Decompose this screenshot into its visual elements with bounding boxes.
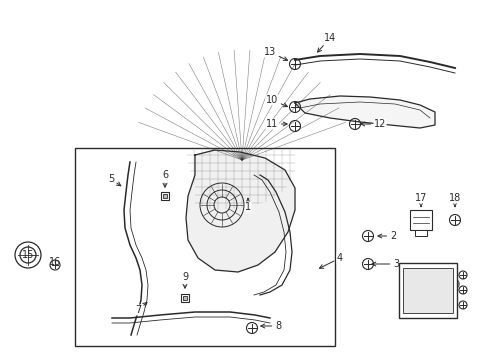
- Bar: [399, 262, 457, 318]
- Text: 14: 14: [318, 33, 336, 52]
- Bar: [183, 296, 187, 300]
- Bar: [410, 210, 432, 230]
- Text: 4: 4: [319, 253, 343, 268]
- Text: 15: 15: [22, 250, 34, 260]
- Text: 7: 7: [135, 302, 147, 315]
- Text: 16: 16: [49, 257, 61, 267]
- Bar: [163, 194, 167, 198]
- Text: 13: 13: [264, 47, 288, 60]
- Text: 5: 5: [108, 174, 121, 186]
- Text: 3: 3: [372, 259, 399, 269]
- Polygon shape: [295, 96, 435, 128]
- Text: 2: 2: [378, 231, 396, 241]
- Text: 19: 19: [434, 280, 461, 290]
- Bar: [415, 230, 427, 236]
- Text: 18: 18: [449, 193, 461, 207]
- Bar: [75, 148, 335, 346]
- Bar: [161, 192, 169, 200]
- Bar: [403, 267, 453, 312]
- Text: 8: 8: [261, 321, 281, 331]
- Polygon shape: [186, 150, 295, 272]
- Text: 6: 6: [162, 170, 168, 187]
- Text: 1: 1: [245, 198, 251, 212]
- Bar: [181, 294, 189, 302]
- Text: 17: 17: [415, 193, 427, 207]
- Text: 12: 12: [361, 119, 386, 129]
- Text: 10: 10: [266, 95, 288, 107]
- Text: 11: 11: [266, 119, 287, 129]
- Text: 9: 9: [182, 272, 188, 288]
